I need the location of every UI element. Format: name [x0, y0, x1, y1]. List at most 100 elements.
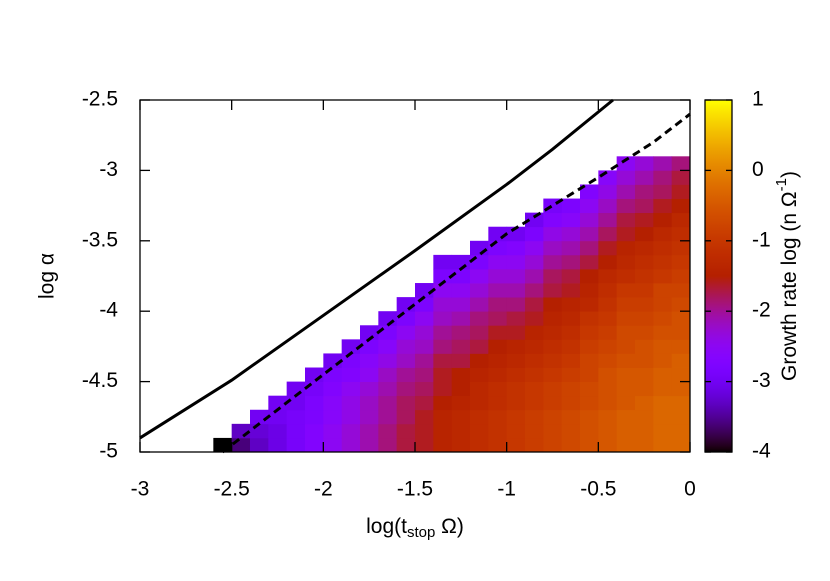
- cell: [580, 325, 599, 340]
- cell: [616, 240, 636, 256]
- cell: [433, 283, 453, 298]
- cell: [396, 339, 416, 354]
- cell: [598, 170, 618, 185]
- cell: [653, 268, 673, 284]
- cell: [653, 395, 673, 411]
- cell: [580, 184, 599, 199]
- cell: [396, 353, 416, 368]
- colorbar-tick-label: 0: [752, 158, 764, 181]
- cell: [653, 283, 673, 298]
- cell: [506, 437, 526, 453]
- cell: [470, 423, 489, 439]
- cell: [341, 423, 361, 439]
- cell: [598, 409, 618, 425]
- cell: [671, 198, 691, 214]
- cell: [433, 437, 453, 453]
- cell: [488, 268, 508, 284]
- cell: [543, 367, 563, 382]
- cell: [415, 409, 434, 425]
- cell: [543, 297, 563, 312]
- cell: [635, 226, 654, 242]
- cell: [653, 367, 673, 382]
- cell: [506, 339, 526, 354]
- cell: [396, 395, 416, 411]
- cell: [488, 311, 508, 326]
- cell: [616, 212, 636, 228]
- colorbar-label: Growth rate log (n Ω-1): [773, 171, 801, 381]
- cell: [470, 409, 489, 425]
- cell: [360, 409, 379, 425]
- cell: [525, 353, 544, 368]
- cell: [470, 297, 489, 312]
- cell: [635, 423, 654, 439]
- cell: [598, 381, 618, 397]
- cell: [305, 395, 324, 411]
- cell: [451, 409, 471, 425]
- cell: [561, 437, 581, 453]
- cell: [323, 409, 343, 425]
- cell: [616, 283, 636, 298]
- cell: [653, 156, 673, 171]
- cell: [451, 437, 471, 453]
- cell: [635, 212, 654, 228]
- cell: [543, 226, 563, 242]
- cell: [506, 395, 526, 411]
- cell: [543, 381, 563, 397]
- cell: [653, 409, 673, 425]
- cell: [506, 367, 526, 382]
- cell: [561, 367, 581, 382]
- cell: [671, 367, 691, 382]
- cell: [580, 409, 599, 425]
- cell: [323, 437, 343, 453]
- cell: [561, 226, 581, 242]
- cell: [488, 353, 508, 368]
- cell: [671, 311, 691, 326]
- cell: [525, 395, 544, 411]
- cell: [451, 283, 471, 298]
- colorbar-scale: [705, 100, 732, 452]
- cell: [561, 268, 581, 284]
- cell: [470, 311, 489, 326]
- cell: [525, 297, 544, 312]
- cell: [580, 198, 599, 214]
- cell: [415, 325, 434, 340]
- cell: [653, 339, 673, 354]
- cell: [635, 198, 654, 214]
- cell: [341, 381, 361, 397]
- cell: [506, 283, 526, 298]
- cell: [598, 395, 618, 411]
- cell: [305, 437, 324, 453]
- cell: [506, 254, 526, 270]
- colorbar-tick-label: -2: [752, 299, 771, 322]
- cell: [653, 325, 673, 340]
- cell: [653, 184, 673, 199]
- cell: [268, 409, 288, 425]
- cell: [653, 423, 673, 439]
- cell: [268, 423, 288, 439]
- cell: [580, 339, 599, 354]
- cell: [396, 325, 416, 340]
- cell: [616, 381, 636, 397]
- cell: [470, 353, 489, 368]
- cell: [396, 409, 416, 425]
- cell: [341, 353, 361, 368]
- cell: [470, 339, 489, 354]
- cell: [415, 339, 434, 354]
- cell: [360, 423, 379, 439]
- cell: [470, 268, 489, 284]
- cell: [525, 381, 544, 397]
- cell: [506, 311, 526, 326]
- cell: [433, 353, 453, 368]
- cell: [671, 297, 691, 312]
- cell: [580, 381, 599, 397]
- cell: [653, 311, 673, 326]
- cell: [415, 381, 434, 397]
- cell: [360, 325, 379, 340]
- cell: [598, 198, 618, 214]
- cell: [635, 325, 654, 340]
- cell: [415, 367, 434, 382]
- cell: [616, 156, 636, 171]
- cell: [470, 381, 489, 397]
- cell: [525, 268, 544, 284]
- cell: [341, 339, 361, 354]
